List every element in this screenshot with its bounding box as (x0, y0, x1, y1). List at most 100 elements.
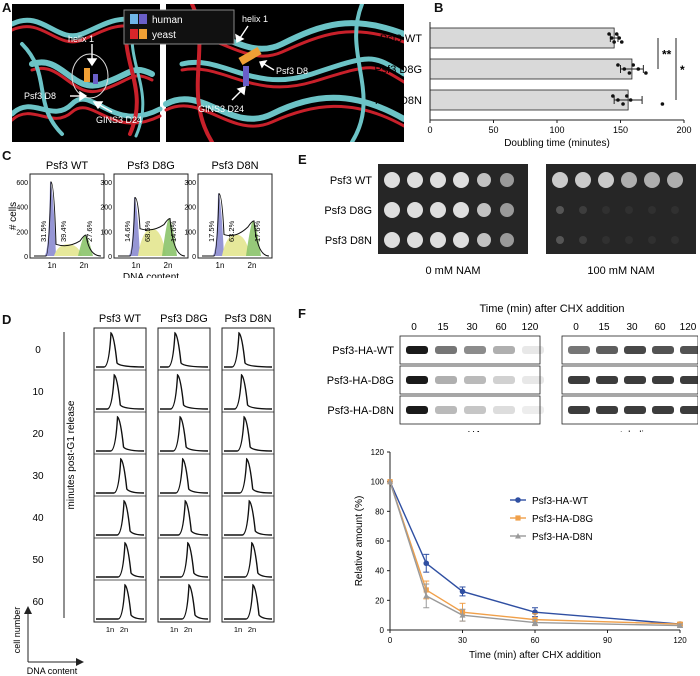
spot-0-1-3 (453, 202, 469, 218)
d-histogram-0-1 (96, 373, 145, 410)
d-timepoint-3: 30 (32, 471, 44, 482)
e-strain-label-2: Psf3 D8N (325, 235, 372, 247)
band-0-2-0 (406, 406, 428, 414)
g2-fill-2 (246, 220, 261, 256)
d-histogram-0-0 (96, 331, 145, 368)
band-1-0-3 (652, 346, 674, 354)
y-tick-2-2: 100 (184, 229, 196, 236)
y-tick-1-3: 0 (108, 254, 112, 261)
d-histogram-1-3 (160, 457, 209, 494)
y-tick-2-0: 300 (184, 180, 196, 187)
f-x-tick-label-90: 90 (603, 636, 612, 645)
d-y-axis-label: cell number (12, 607, 22, 654)
d-histogram-1-1 (160, 373, 209, 410)
d-histogram-1-0 (160, 331, 209, 368)
data-point-0-2 (612, 40, 616, 44)
panel-label-b: B (434, 0, 444, 15)
e-strain-label-0: Psf3 WT (330, 175, 372, 187)
s-fill-0 (54, 244, 82, 256)
f-header: Time (min) after CHX addition (479, 303, 624, 315)
g2-percent-2: 17.6% (253, 220, 262, 242)
panel-label-c: C (2, 148, 12, 163)
d-timepoint-0: 0 (35, 345, 41, 356)
legend-marker-1 (515, 515, 521, 521)
x-tick-label-150: 150 (613, 125, 628, 135)
y-tick-2-3: 0 (192, 254, 196, 261)
band-0-2-3 (493, 406, 515, 414)
band-0-0-3 (493, 346, 515, 354)
d-timepoint-5: 50 (32, 555, 44, 566)
d-histogram-2-3 (224, 457, 273, 494)
spot-0-0-0 (384, 172, 400, 188)
x-tick-label-200: 200 (676, 125, 691, 135)
spot-1-0-4 (644, 172, 660, 188)
band-0-2-2 (464, 406, 486, 414)
band-1-0-4 (680, 346, 698, 354)
d-column-title-1: Psf3 D8G (160, 313, 208, 325)
d-histogram-1-6 (160, 583, 209, 620)
band-1-0-0 (568, 346, 590, 354)
band-1-0-1 (596, 346, 618, 354)
f-x-tick-label-0: 0 (388, 636, 393, 645)
sig-label-d8n: * (680, 63, 685, 77)
spot-0-2-4 (477, 233, 491, 247)
legend-label-1: Psf3-HA-D8G (532, 514, 593, 525)
band-1-0-2 (624, 346, 646, 354)
spot-0-1-5 (500, 203, 514, 217)
psf3-d8-residue-right (238, 47, 262, 65)
band-0-1-2 (464, 376, 486, 384)
label-helix1-right: helix 1 (242, 14, 268, 24)
f-row-label-0: Psf3-HA-WT (332, 345, 394, 357)
spot-0-1-1 (407, 202, 423, 218)
d-histogram-1-5 (160, 541, 209, 578)
data-point-0-1 (609, 36, 614, 40)
data-point-1-1 (622, 67, 627, 71)
band-0-0-4 (522, 346, 544, 354)
histogram-2: Psf3 D8N 17.5% 63.2% 17.6% 1n 2n 300 200 100 0 (184, 160, 273, 270)
f-y-tick-label-0: 0 (380, 626, 385, 635)
y-tick-0-1: 400 (16, 205, 28, 212)
d-timepoint-6: 60 (32, 597, 44, 608)
spot-1-1-4 (648, 206, 656, 214)
spot-0-1-4 (477, 203, 491, 217)
spot-0-2-1 (407, 232, 423, 248)
y-tick-1-2: 100 (100, 229, 112, 236)
histogram-title-1: Psf3 D8G (127, 160, 175, 172)
panel-d-time-course: Psf3 WT 1n 2n Psf3 D8G 1n 2n Psf3 D8N 1n 2n 0 10 20… (12, 313, 275, 676)
spot-0-0-3 (453, 172, 469, 188)
plate-condition-1: 100 mM NAM (587, 265, 654, 277)
label-psf3-d8-left: Psf3 D8 (24, 91, 56, 101)
x-tick-1n-2: 1n (216, 261, 225, 270)
band-0-1-4 (522, 376, 544, 384)
data-point-2-4 (628, 98, 633, 102)
d-column-title-2: Psf3 D8N (224, 313, 271, 325)
f-time-label-0-4: 120 (522, 322, 539, 333)
f-time-label-0-1: 15 (437, 322, 449, 333)
panel-label-a: A (2, 0, 12, 15)
blot-antibody-1: α-tubulin (611, 430, 650, 432)
d-histogram-2-4 (224, 499, 273, 536)
d-x-arrow-head (76, 658, 84, 666)
band-1-2-4 (680, 406, 698, 414)
d-timepoint-2: 20 (32, 429, 44, 440)
spot-0-0-2 (430, 172, 446, 188)
d-histogram-0-2 (96, 415, 145, 452)
f-x-tick-label-30: 30 (458, 636, 467, 645)
panel-label-e: E (298, 152, 307, 167)
series-point-2-0 (387, 478, 393, 485)
y-tick-1-0: 300 (100, 180, 112, 187)
bar-1 (429, 58, 633, 80)
label-psf3-d8-right: Psf3 D8 (276, 66, 308, 76)
panel-e-spot-assay: 0 mM NAM 100 mM NAM Psf3 WT Psf3 D8G Psf3 D8… (324, 164, 696, 277)
d-x-tick-1n-1: 1n (170, 625, 178, 634)
x-tick-2n-0: 2n (80, 261, 89, 270)
bar-0 (429, 27, 615, 49)
y-tick-0-3: 0 (24, 254, 28, 261)
data-point-1-4 (636, 67, 641, 71)
spot-1-0-3 (621, 172, 637, 188)
s-percent-2: 63.2% (227, 220, 236, 242)
ribbons-left (12, 12, 163, 138)
label-gins3-d24-right: GINS3 D24 (198, 104, 244, 114)
data-point-2-0 (611, 94, 615, 98)
band-1-1-4 (680, 376, 698, 384)
